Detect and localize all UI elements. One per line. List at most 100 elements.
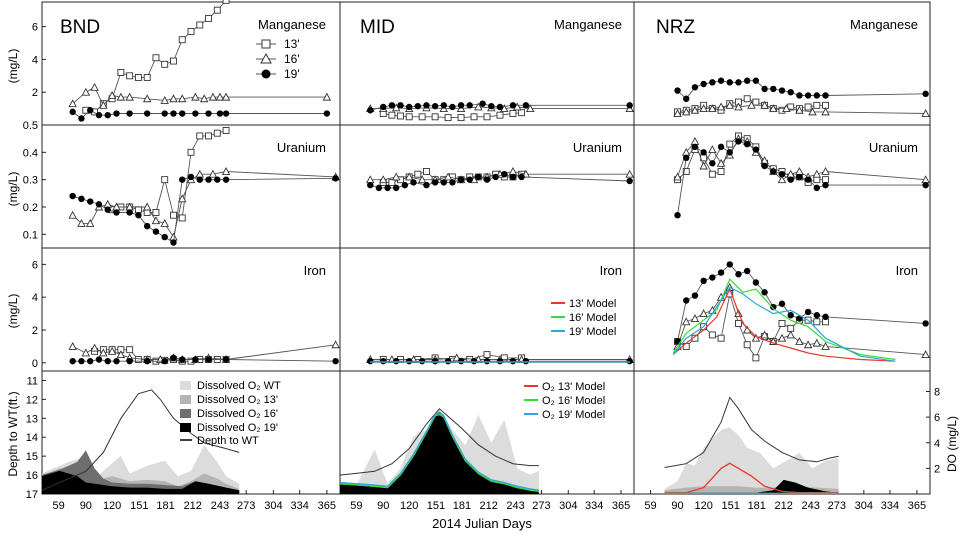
- data-point-19: [95, 111, 103, 119]
- data-point-13: [213, 129, 221, 137]
- data-point-19: [192, 356, 199, 363]
- data-point-16: [208, 92, 218, 101]
- data-point-13: [187, 148, 195, 156]
- data-point-19: [457, 176, 465, 183]
- data-point-13: [682, 168, 690, 175]
- data-point-19: [778, 87, 786, 94]
- panel-mid-manganese: [366, 100, 634, 122]
- legend-label-model-16: 16' Model: [569, 312, 616, 324]
- y-label-manganese: (mg/L): [6, 49, 20, 84]
- legend-do: Dissolved O₂ WT Dissolved O₂ 13' Dissolv…: [180, 380, 281, 447]
- data-point-19: [735, 271, 742, 278]
- data-point-19: [95, 201, 103, 208]
- data-point-19: [787, 176, 794, 183]
- data-point-16: [699, 104, 708, 113]
- data-point-19: [143, 222, 151, 230]
- data-point-19: [822, 181, 829, 189]
- panel-nrz-uranium: [673, 132, 930, 219]
- data-point-13: [444, 114, 452, 122]
- data-point-16: [85, 218, 95, 227]
- x-tick-label: 120: [694, 500, 712, 512]
- data-point-16: [812, 338, 822, 347]
- chart-marks: [41, 0, 930, 495]
- depth-line: [664, 396, 839, 468]
- data-point-13: [161, 60, 169, 68]
- x-tick-label: 151: [130, 500, 148, 512]
- data-point-13: [752, 354, 760, 362]
- data-point-19: [813, 184, 821, 192]
- data-point-19: [735, 79, 742, 86]
- data-point-13: [222, 127, 230, 134]
- x-tick-label: 90: [80, 500, 92, 512]
- data-point-16: [673, 172, 682, 181]
- data-point-16: [404, 172, 414, 181]
- data-point-13: [752, 98, 760, 106]
- data-point-16: [508, 167, 518, 175]
- x-tick-label: 151: [721, 500, 739, 512]
- depth-tick-label: 16: [26, 470, 38, 482]
- data-point-19: [170, 110, 177, 117]
- data-point-19: [440, 102, 447, 109]
- data-point-19: [126, 110, 133, 117]
- data-point-19: [778, 171, 786, 178]
- data-point-19: [796, 315, 803, 322]
- data-point-19: [479, 100, 486, 107]
- legend-label-do-model-13: O₂ 13' Model: [542, 381, 605, 393]
- data-point-16: [786, 330, 795, 339]
- data-point-19: [179, 110, 186, 117]
- data-point-19: [492, 173, 499, 181]
- data-point-16: [322, 92, 332, 101]
- legend-label-model-13: 13' Model: [569, 298, 616, 310]
- data-point-19: [787, 89, 794, 96]
- data-point-19: [78, 115, 85, 122]
- y-tick-label: 0: [32, 358, 38, 370]
- series-line: [72, 171, 336, 239]
- data-point-19: [431, 102, 439, 110]
- data-point-19: [380, 103, 387, 111]
- do-model-line: [339, 413, 539, 493]
- data-point-16: [391, 103, 401, 112]
- data-point-19: [152, 228, 160, 235]
- data-point-19: [423, 181, 430, 189]
- legend-label-do-13: Dissolved O₂ 13': [197, 394, 278, 406]
- do-tick-label: 4: [934, 438, 940, 450]
- do-tick-label: 6: [934, 412, 940, 424]
- data-point-19: [161, 110, 168, 117]
- data-point-16: [90, 343, 99, 352]
- data-point-19: [752, 77, 760, 84]
- data-point-16: [331, 340, 340, 349]
- data-point-19: [717, 143, 725, 151]
- data-point-13: [708, 331, 716, 339]
- data-point-13: [170, 57, 177, 65]
- data-point-19: [691, 84, 699, 91]
- data-point-16: [795, 167, 804, 175]
- data-point-16: [177, 194, 187, 203]
- data-point-13: [117, 69, 125, 76]
- data-point-19: [332, 357, 339, 365]
- x-tick-label: 59: [350, 500, 362, 512]
- data-point-19: [384, 184, 391, 192]
- data-point-16: [777, 175, 787, 184]
- data-point-19: [522, 357, 530, 365]
- data-point-13: [205, 132, 212, 140]
- data-point-16: [795, 105, 804, 114]
- y-tick-label: 0.5: [23, 120, 38, 132]
- x-tick-label: 243: [802, 500, 820, 512]
- data-point-19: [509, 102, 517, 109]
- data-point-19: [179, 356, 186, 363]
- data-point-16: [125, 92, 134, 101]
- data-point-16: [708, 104, 717, 113]
- data-point-16: [708, 145, 717, 154]
- data-point-13: [726, 140, 734, 148]
- y-label-iron: (mg/L): [6, 294, 20, 329]
- legend-model: 13' Model 16' Model 19' Model: [551, 298, 616, 338]
- do-tick-label: 8: [934, 387, 940, 399]
- data-point-16: [725, 100, 735, 109]
- data-point-19: [414, 102, 422, 110]
- x-tick-label: 151: [427, 500, 445, 512]
- data-point-16: [177, 94, 187, 103]
- data-point-19: [770, 303, 777, 311]
- data-point-19: [440, 179, 447, 186]
- panel-bnd-iron: [68, 340, 340, 365]
- data-point-13: [822, 101, 829, 109]
